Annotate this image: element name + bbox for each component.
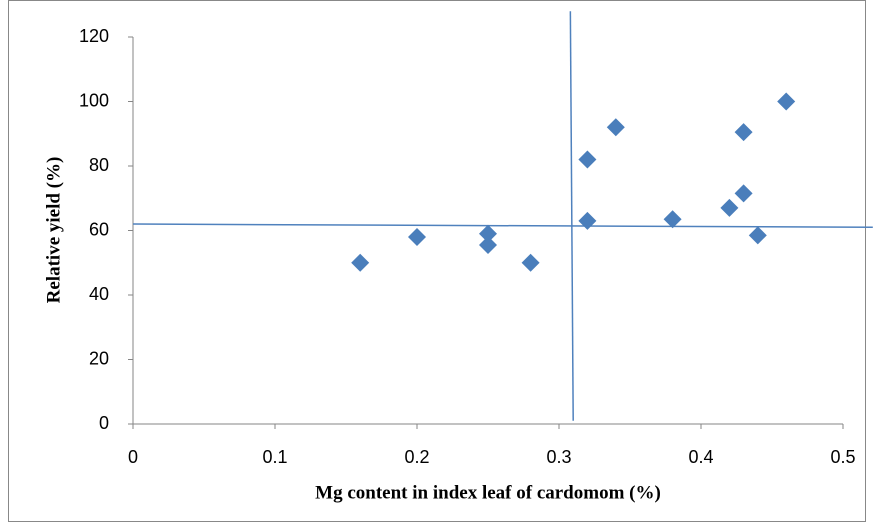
- x-tick-label: 0.3: [546, 447, 571, 467]
- point: [408, 227, 426, 246]
- point: [734, 184, 753, 203]
- reference-line: [569, 11, 574, 421]
- point: [351, 253, 370, 272]
- chart-frame: [8, 0, 866, 522]
- y-tick-label: 0: [99, 413, 109, 433]
- x-tick-label: 0.2: [404, 447, 429, 467]
- x-tick-label: 0.4: [688, 447, 713, 467]
- point: [734, 123, 753, 142]
- y-tick-label: 60: [89, 219, 109, 239]
- y-axis-title: Relative yield (%): [43, 157, 64, 304]
- y-tick-label: 100: [79, 90, 109, 110]
- reference-line: [132, 223, 873, 229]
- x-tick-label: 0.1: [262, 447, 287, 467]
- point: [578, 150, 597, 169]
- y-tick-label: 120: [79, 26, 109, 46]
- point: [777, 92, 796, 111]
- point: [521, 253, 540, 272]
- point: [578, 211, 597, 230]
- point: [606, 118, 625, 137]
- point: [720, 198, 739, 217]
- point: [479, 224, 497, 243]
- x-tick-label: 0.5: [830, 447, 855, 467]
- y-tick-label: 40: [89, 284, 109, 304]
- point: [479, 236, 497, 255]
- x-tick-label: 0: [128, 447, 138, 467]
- point: [663, 210, 682, 229]
- point: [748, 226, 767, 245]
- y-tick-label: 20: [89, 348, 109, 368]
- y-tick-label: 80: [89, 155, 109, 175]
- x-axis-title: Mg content in index leaf of cardomom (%): [315, 482, 661, 503]
